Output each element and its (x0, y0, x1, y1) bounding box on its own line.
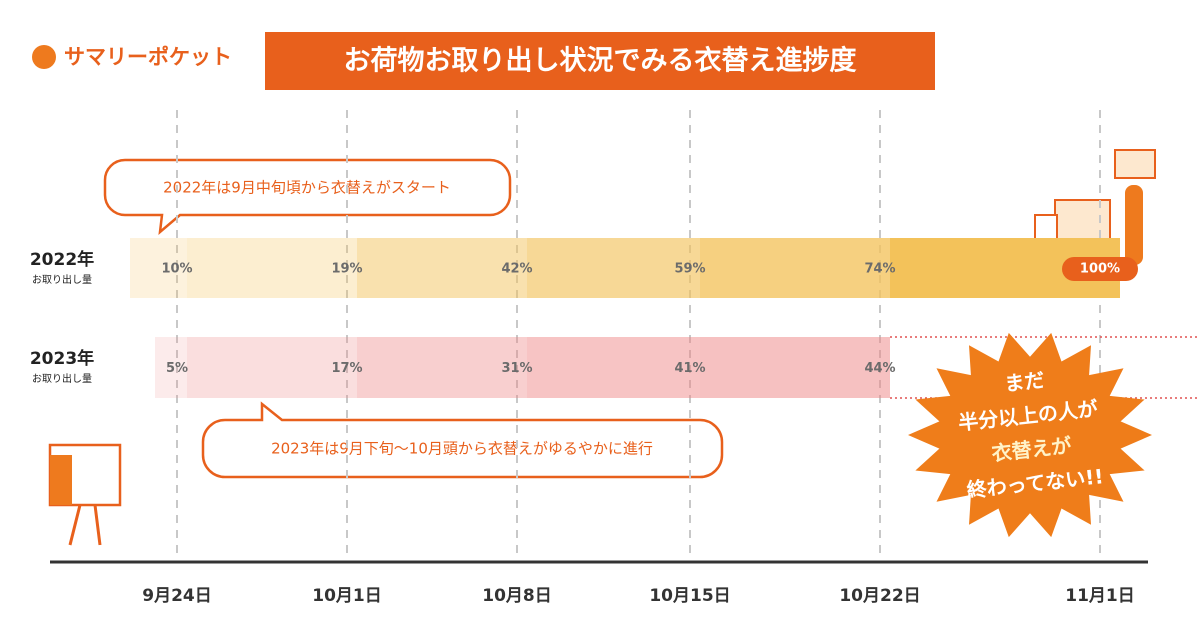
courier (1125, 185, 1143, 265)
logo-icon (32, 45, 56, 69)
bar-segment (700, 337, 890, 398)
bar-segment (187, 238, 357, 298)
x-tick-label: 9月24日 (142, 586, 212, 606)
callout-2022: 2022年は9月中旬頃から衣替えがスタート (103, 158, 512, 236)
bar-segment (130, 238, 187, 298)
series-name: 2022年 (30, 249, 94, 270)
callout-box (201, 401, 724, 479)
callout-box (103, 158, 512, 236)
bar-segment (700, 238, 890, 298)
value-label: 59% (674, 262, 705, 277)
value-label: 17% (331, 361, 362, 376)
series-name: 2023年 (30, 348, 94, 369)
plot: 9月24日 10月1日 10月8日 10月15日 10月22日 11月1日 2022年お取り… (30, 110, 1200, 606)
burst (908, 332, 1152, 538)
brand: サマリーポケット (64, 45, 232, 69)
bar-segment (187, 337, 357, 398)
courier-box (1114, 149, 1156, 179)
value-label: 41% (674, 361, 705, 376)
value-label: 44% (864, 361, 895, 376)
value-label: 5% (166, 361, 188, 376)
logo: サマリーポケット (32, 45, 232, 69)
value-label: 100% (1080, 262, 1120, 277)
value-label: 42% (501, 262, 532, 277)
mascot (48, 443, 122, 546)
series-sublabel: お取り出し量 (32, 372, 92, 385)
callout-2023: 2023年は9月下旬〜10月頭から衣替えがゆるやかに進行 (201, 401, 724, 479)
x-tick-label: 10月15日 (649, 586, 730, 606)
mascot-legs (68, 504, 102, 546)
bar-segment (357, 238, 527, 298)
value-pill (1062, 257, 1138, 281)
bar-segment (527, 238, 700, 298)
x-tick-label: 10月1日 (312, 586, 382, 606)
title-box (265, 32, 935, 90)
series-sublabel: お取り出し量 (32, 273, 92, 286)
bar-segment (155, 337, 187, 398)
x-tick-label: 10月8日 (482, 586, 552, 606)
value-label: 31% (501, 361, 532, 376)
bar-segment (357, 337, 527, 398)
value-label: 10% (161, 262, 192, 277)
x-tick-label: 11月1日 (1065, 586, 1135, 606)
burst-line: まだ (1003, 368, 1045, 396)
annotation: 2023年は9月下旬〜10月頭から衣替えがゆるやかに進行 (271, 440, 653, 458)
x-tick-label: 10月22日 (839, 586, 920, 606)
value-label: 19% (331, 262, 362, 277)
mascot-side (50, 455, 72, 505)
annotation: 2022年は9月中旬頃から衣替えがスタート (163, 179, 451, 197)
value-label: 74% (864, 262, 895, 277)
chart-title: お荷物お取り出し状況でみる衣替え進捗度 (344, 45, 857, 77)
bar-segment (527, 337, 700, 398)
